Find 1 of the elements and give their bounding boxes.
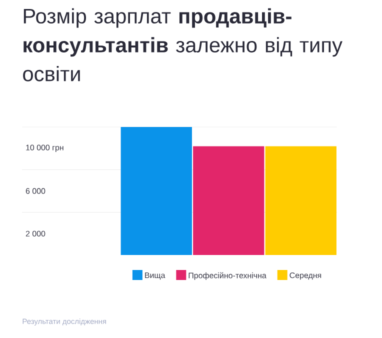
chart-title: Розмір зарплат продавців-консультантів залежно від типу освіти bbox=[23, 8, 342, 82]
